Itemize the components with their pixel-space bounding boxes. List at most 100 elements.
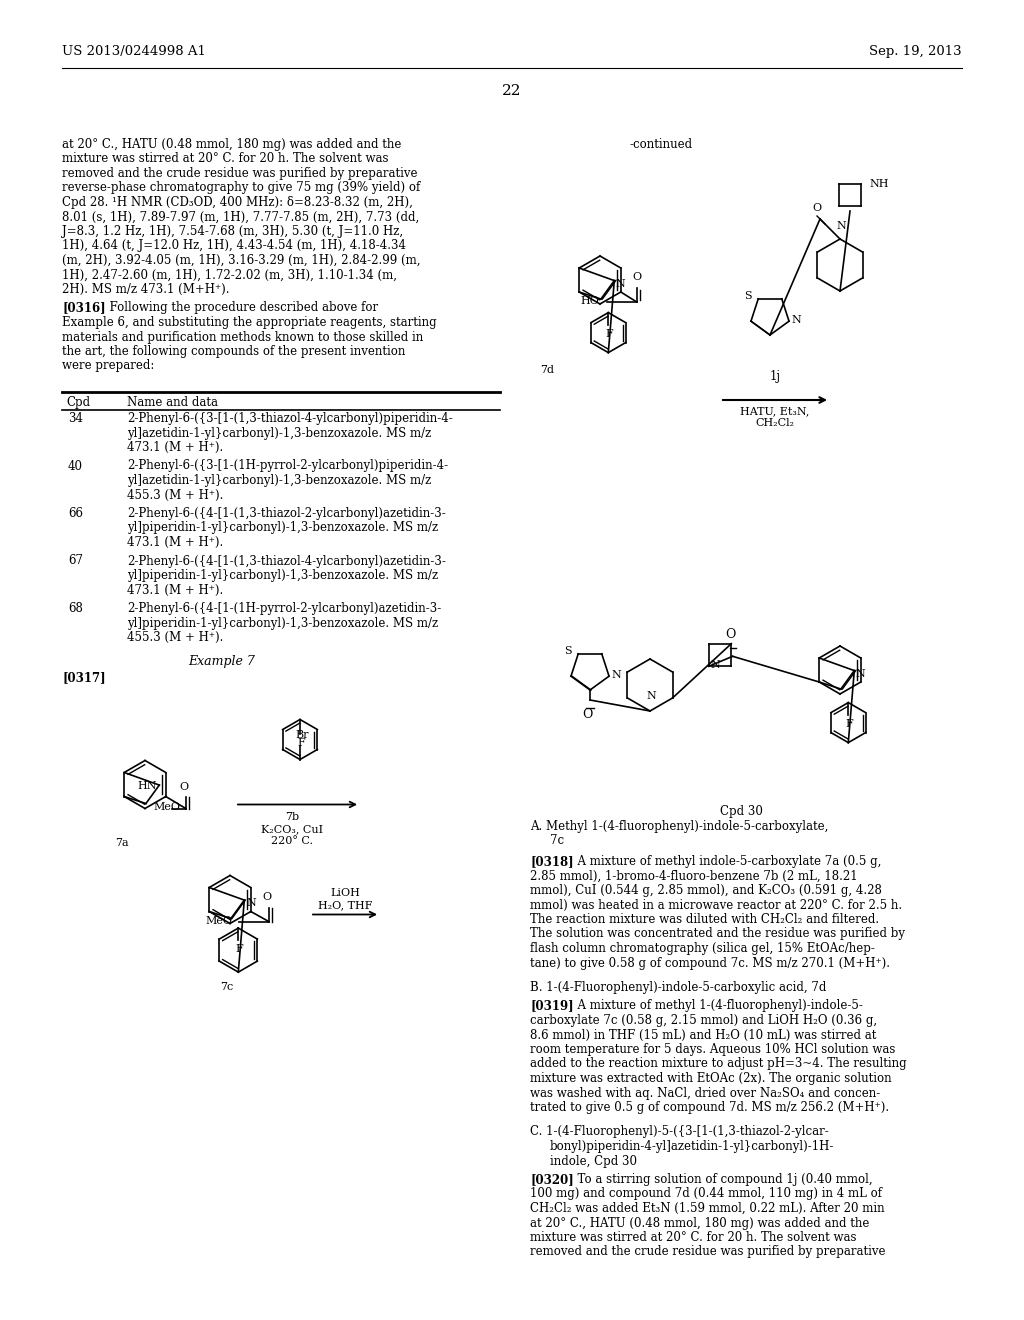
Text: 1H), 4.64 (t, J=12.0 Hz, 1H), 4.43-4.54 (m, 1H), 4.18-4.34: 1H), 4.64 (t, J=12.0 Hz, 1H), 4.43-4.54 … (62, 239, 406, 252)
Text: [0320]: [0320] (530, 1173, 573, 1185)
Text: tane) to give 0.58 g of compound 7c. MS m/z 270.1 (M+H⁺).: tane) to give 0.58 g of compound 7c. MS … (530, 957, 890, 969)
Text: The solution was concentrated and the residue was purified by: The solution was concentrated and the re… (530, 928, 905, 940)
Text: 2-Phenyl-6-({4-[1-(1H-pyrrol-2-ylcarbonyl)azetidin-3-: 2-Phenyl-6-({4-[1-(1H-pyrrol-2-ylcarbony… (127, 602, 441, 615)
Text: NH: NH (869, 180, 889, 189)
Text: mixture was stirred at 20° C. for 20 h. The solvent was: mixture was stirred at 20° C. for 20 h. … (62, 153, 388, 165)
Text: 473.1 (M + H⁺).: 473.1 (M + H⁺). (127, 536, 223, 549)
Text: at 20° C., HATU (0.48 mmol, 180 mg) was added and the: at 20° C., HATU (0.48 mmol, 180 mg) was … (62, 139, 401, 150)
Text: B. 1-(4-Fluorophenyl)-indole-5-carboxylic acid, 7d: B. 1-(4-Fluorophenyl)-indole-5-carboxyli… (530, 981, 826, 994)
Text: HO: HO (581, 296, 600, 306)
Text: S: S (564, 645, 571, 656)
Text: Sep. 19, 2013: Sep. 19, 2013 (869, 45, 962, 58)
Text: N: N (836, 220, 846, 231)
Text: yl]azetidin-1-yl}carbonyl)-1,3-benzoxazole. MS m/z: yl]azetidin-1-yl}carbonyl)-1,3-benzoxazo… (127, 474, 431, 487)
Text: C. 1-(4-Fluorophenyl)-5-({3-[1-(1,3-thiazol-2-ylcar-: C. 1-(4-Fluorophenyl)-5-({3-[1-(1,3-thia… (530, 1126, 828, 1138)
Text: F: F (605, 329, 613, 339)
Text: 22: 22 (502, 84, 522, 98)
Text: flash column chromatography (silica gel, 15% EtOAc/hep-: flash column chromatography (silica gel,… (530, 942, 874, 954)
Text: O: O (725, 628, 736, 642)
Text: O: O (632, 272, 641, 282)
Text: mmol), CuI (0.544 g, 2.85 mmol), and K₂CO₃ (0.591 g, 4.28: mmol), CuI (0.544 g, 2.85 mmol), and K₂C… (530, 884, 882, 898)
Text: 67: 67 (68, 554, 83, 568)
Text: O: O (262, 891, 271, 902)
Text: N: N (855, 669, 865, 678)
Text: 2-Phenyl-6-({4-[1-(1,3-thiazol-2-ylcarbonyl)azetidin-3-: 2-Phenyl-6-({4-[1-(1,3-thiazol-2-ylcarbo… (127, 507, 445, 520)
Text: A. Methyl 1-(4-fluorophenyl)-indole-5-carboxylate,: A. Methyl 1-(4-fluorophenyl)-indole-5-ca… (530, 820, 828, 833)
Text: 220° C.: 220° C. (271, 837, 313, 846)
Text: A mixture of methyl indole-5-carboxylate 7a (0.5 g,: A mixture of methyl indole-5-carboxylate… (570, 855, 882, 869)
Text: trated to give 0.5 g of compound 7d. MS m/z 256.2 (M+H⁺).: trated to give 0.5 g of compound 7d. MS … (530, 1101, 889, 1114)
Text: 1j: 1j (769, 370, 780, 383)
Text: (m, 2H), 3.92-4.05 (m, 1H), 3.16-3.29 (m, 1H), 2.84-2.99 (m,: (m, 2H), 3.92-4.05 (m, 1H), 3.16-3.29 (m… (62, 253, 421, 267)
Text: 34: 34 (68, 412, 83, 425)
Text: removed and the crude residue was purified by preparative: removed and the crude residue was purifi… (62, 168, 418, 180)
Text: removed and the crude residue was purified by preparative: removed and the crude residue was purifi… (530, 1246, 886, 1258)
Text: 7c: 7c (550, 834, 564, 847)
Text: F: F (845, 718, 853, 729)
Text: O: O (812, 203, 821, 213)
Text: To a stirring solution of compound 1j (0.40 mmol,: To a stirring solution of compound 1j (0… (570, 1173, 872, 1185)
Text: N: N (247, 898, 256, 908)
Text: F: F (236, 944, 243, 954)
Text: mmol) was heated in a microwave reactor at 220° C. for 2.5 h.: mmol) was heated in a microwave reactor … (530, 899, 902, 912)
Text: Cpd: Cpd (66, 396, 90, 409)
Text: yl]piperidin-1-yl}carbonyl)-1,3-benzoxazole. MS m/z: yl]piperidin-1-yl}carbonyl)-1,3-benzoxaz… (127, 521, 438, 535)
Text: 2H). MS m/z 473.1 (M+H⁺).: 2H). MS m/z 473.1 (M+H⁺). (62, 282, 229, 296)
Text: yl]piperidin-1-yl}carbonyl)-1,3-benzoxazole. MS m/z: yl]piperidin-1-yl}carbonyl)-1,3-benzoxaz… (127, 569, 438, 582)
Text: yl]piperidin-1-yl}carbonyl)-1,3-benzoxazole. MS m/z: yl]piperidin-1-yl}carbonyl)-1,3-benzoxaz… (127, 616, 438, 630)
Text: 2.85 mmol), 1-bromo-4-fluoro-benzene 7b (2 mL, 18.21: 2.85 mmol), 1-bromo-4-fluoro-benzene 7b … (530, 870, 858, 883)
Text: 8.01 (s, 1H), 7.89-7.97 (m, 1H), 7.77-7.85 (m, 2H), 7.73 (dd,: 8.01 (s, 1H), 7.89-7.97 (m, 1H), 7.77-7.… (62, 210, 419, 223)
Text: yl]azetidin-1-yl}carbonyl)-1,3-benzoxazole. MS m/z: yl]azetidin-1-yl}carbonyl)-1,3-benzoxazo… (127, 426, 431, 440)
Text: MeO: MeO (206, 916, 232, 925)
Text: were prepared:: were prepared: (62, 359, 155, 372)
Text: N: N (791, 315, 801, 325)
Text: Cpd 28. ¹H NMR (CD₃OD, 400 MHz): δ=8.23-8.32 (m, 2H),: Cpd 28. ¹H NMR (CD₃OD, 400 MHz): δ=8.23-… (62, 195, 413, 209)
Text: F: F (297, 738, 305, 747)
Text: reverse-phase chromatography to give 75 mg (39% yield) of: reverse-phase chromatography to give 75 … (62, 181, 420, 194)
Text: 7c: 7c (220, 982, 233, 993)
Text: 100 mg) and compound 7d (0.44 mmol, 110 mg) in 4 mL of: 100 mg) and compound 7d (0.44 mmol, 110 … (530, 1188, 882, 1200)
Text: Name and data: Name and data (127, 396, 218, 409)
Text: materials and purification methods known to those skilled in: materials and purification methods known… (62, 330, 423, 343)
Text: -continued: -continued (630, 139, 693, 150)
Text: Example 7: Example 7 (188, 656, 255, 668)
Text: N: N (615, 279, 625, 289)
Text: CH₂Cl₂: CH₂Cl₂ (756, 418, 795, 428)
Text: [0317]: [0317] (62, 672, 105, 685)
Text: 2-Phenyl-6-({4-[1-(1,3-thiazol-4-ylcarbonyl)azetidin-3-: 2-Phenyl-6-({4-[1-(1,3-thiazol-4-ylcarbo… (127, 554, 445, 568)
Text: [0319]: [0319] (530, 999, 573, 1012)
Text: LiOH: LiOH (330, 888, 360, 899)
Text: mixture was extracted with EtOAc (2x). The organic solution: mixture was extracted with EtOAc (2x). T… (530, 1072, 892, 1085)
Text: 473.1 (M + H⁺).: 473.1 (M + H⁺). (127, 441, 223, 454)
Text: bonyl)piperidin-4-yl]azetidin-1-yl}carbonyl)-1H-: bonyl)piperidin-4-yl]azetidin-1-yl}carbo… (550, 1140, 835, 1152)
Text: 8.6 mmol) in THF (15 mL) and H₂O (10 mL) was stirred at: 8.6 mmol) in THF (15 mL) and H₂O (10 mL)… (530, 1028, 877, 1041)
Text: J=8.3, 1.2 Hz, 1H), 7.54-7.68 (m, 3H), 5.30 (t, J=11.0 Hz,: J=8.3, 1.2 Hz, 1H), 7.54-7.68 (m, 3H), 5… (62, 224, 403, 238)
Text: room temperature for 5 days. Aqueous 10% HCl solution was: room temperature for 5 days. Aqueous 10%… (530, 1043, 895, 1056)
Text: Example 6, and substituting the appropriate reagents, starting: Example 6, and substituting the appropri… (62, 315, 436, 329)
Text: K₂CO₃, CuI: K₂CO₃, CuI (261, 825, 323, 834)
Text: [0316]: [0316] (62, 301, 105, 314)
Text: 2-Phenyl-6-({3-[1-(1H-pyrrol-2-ylcarbonyl)piperidin-4-: 2-Phenyl-6-({3-[1-(1H-pyrrol-2-ylcarbony… (127, 459, 449, 473)
Text: 7a: 7a (115, 838, 129, 849)
Text: HATU, Et₃N,: HATU, Et₃N, (740, 407, 810, 416)
Text: Cpd 30: Cpd 30 (720, 805, 763, 818)
Text: indole, Cpd 30: indole, Cpd 30 (550, 1155, 637, 1167)
Text: MeO: MeO (154, 803, 181, 813)
Text: HN: HN (137, 781, 157, 791)
Text: CH₂Cl₂ was added Et₃N (1.59 mmol, 0.22 mL). After 20 min: CH₂Cl₂ was added Et₃N (1.59 mmol, 0.22 m… (530, 1203, 885, 1214)
Text: 473.1 (M + H⁺).: 473.1 (M + H⁺). (127, 583, 223, 597)
Text: 66: 66 (68, 507, 83, 520)
Text: A mixture of methyl 1-(4-fluorophenyl)-indole-5-: A mixture of methyl 1-(4-fluorophenyl)-i… (570, 999, 863, 1012)
Text: carboxylate 7c (0.58 g, 2.15 mmol) and LiOH H₂O (0.36 g,: carboxylate 7c (0.58 g, 2.15 mmol) and L… (530, 1014, 878, 1027)
Text: Br: Br (295, 730, 308, 739)
Text: US 2013/0244998 A1: US 2013/0244998 A1 (62, 45, 206, 58)
Text: H₂O, THF: H₂O, THF (317, 900, 373, 911)
Text: O: O (582, 708, 592, 721)
Text: Following the procedure described above for: Following the procedure described above … (102, 301, 378, 314)
Text: 2-Phenyl-6-({3-[1-(1,3-thiazol-4-ylcarbonyl)piperidin-4-: 2-Phenyl-6-({3-[1-(1,3-thiazol-4-ylcarbo… (127, 412, 453, 425)
Text: 7d: 7d (540, 364, 554, 375)
Text: The reaction mixture was diluted with CH₂Cl₂ and filtered.: The reaction mixture was diluted with CH… (530, 913, 880, 927)
Text: at 20° C., HATU (0.48 mmol, 180 mg) was added and the: at 20° C., HATU (0.48 mmol, 180 mg) was … (530, 1217, 869, 1229)
Text: N: N (711, 660, 721, 671)
Text: 68: 68 (68, 602, 83, 615)
